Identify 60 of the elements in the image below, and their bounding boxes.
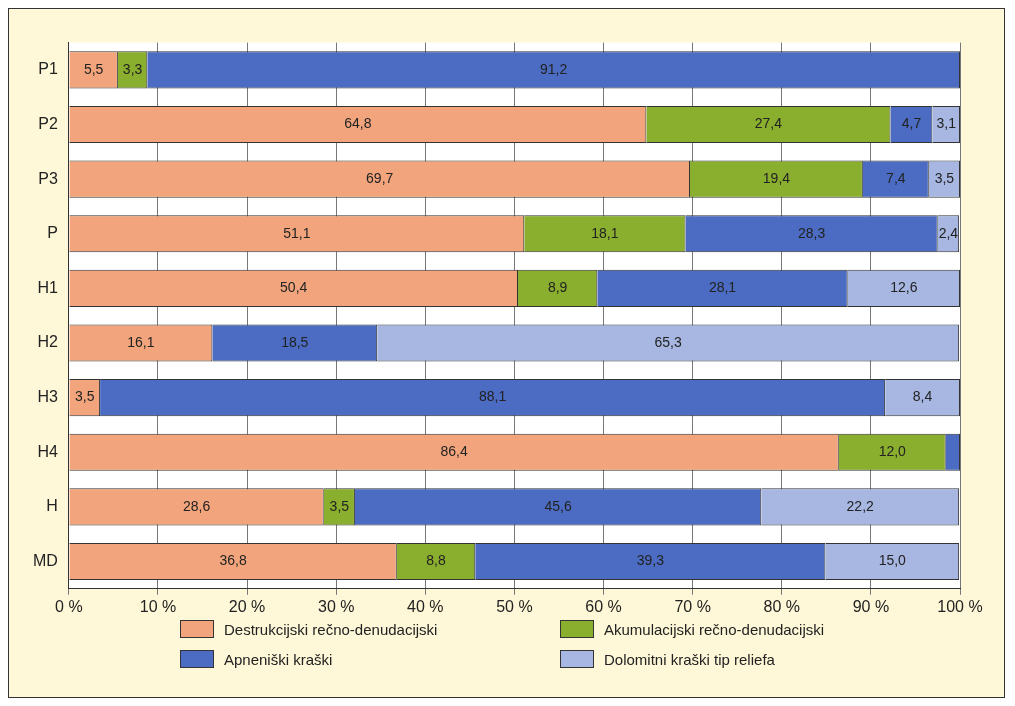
data-label: 28,1: [708, 279, 737, 296]
legend-label: Destrukcijski rečno-denudacijski: [224, 620, 438, 638]
y-tick-label: H4: [37, 442, 58, 460]
y-tick-label: H2: [37, 333, 58, 351]
x-tick-label: 40 %: [407, 597, 444, 615]
x-tick-label: 60 %: [585, 597, 622, 615]
x-tick-label: 20 %: [228, 597, 266, 615]
data-label: 3,3: [122, 60, 143, 77]
data-label: 3,5: [74, 388, 95, 405]
data-label: 7,4: [886, 170, 906, 187]
x-tick-label: 0 %: [55, 597, 83, 615]
data-label: 22,2: [846, 497, 875, 514]
data-label: 8,8: [426, 552, 446, 569]
data-label: 16,1: [127, 333, 155, 350]
y-tick-label: H: [46, 497, 58, 515]
x-tick-label: 90 %: [852, 597, 890, 615]
data-label: 8,9: [547, 279, 568, 296]
data-label: 39,3: [636, 552, 665, 569]
x-tick-label: 70 %: [674, 597, 711, 615]
legend-label: Apneniški kraški: [224, 650, 333, 668]
data-label: 12,0: [878, 443, 907, 460]
y-tick-label: H3: [37, 388, 58, 406]
data-label: 3,5: [329, 497, 350, 514]
data-label: 2,4: [938, 224, 959, 241]
y-tick-label: MD: [32, 551, 58, 569]
data-label: 36,8: [219, 552, 247, 569]
data-label: 4,7: [901, 115, 922, 132]
x-tick-label: 50 %: [496, 597, 533, 615]
legend-label: Akumulacijski rečno-denudacijski: [604, 620, 825, 638]
x-tick-label: 30 %: [317, 597, 355, 615]
data-label: 28,3: [798, 224, 826, 241]
data-label: 18,1: [591, 224, 619, 241]
x-tick-label: 80 %: [763, 597, 801, 615]
data-label: 86,4: [440, 443, 468, 460]
data-label: 64,8: [344, 115, 372, 132]
data-label: 3,1: [936, 115, 957, 132]
x-tick-label: 10 %: [139, 597, 177, 615]
data-label: 88,1: [478, 388, 507, 405]
y-tick-label: P1: [38, 60, 58, 78]
data-label: 15,0: [878, 552, 907, 569]
data-label: 65,3: [654, 333, 682, 350]
data-label: 69,7: [366, 170, 394, 187]
x-tick-label: 100 %: [937, 597, 983, 615]
legend-label: Dolomitni kraški tip reliefa: [604, 650, 775, 668]
data-label: 18,5: [281, 333, 309, 350]
y-tick-label: P3: [38, 169, 58, 187]
data-label: 3,5: [934, 170, 955, 187]
data-label: 12,6: [890, 279, 918, 296]
data-label: 5,5: [83, 60, 104, 77]
y-tick-label: P: [47, 224, 58, 242]
data-label: 28,6: [182, 497, 211, 514]
data-label: 50,4: [280, 279, 308, 296]
data-label: 51,1: [283, 224, 311, 241]
data-label: 45,6: [544, 497, 572, 514]
data-label: 19,4: [762, 170, 791, 187]
y-tick-label: H1: [37, 278, 58, 296]
y-tick-label: P2: [38, 114, 58, 132]
data-label: 91,2: [540, 60, 568, 77]
data-label: 27,4: [754, 115, 783, 132]
data-label: 8,4: [912, 388, 933, 405]
